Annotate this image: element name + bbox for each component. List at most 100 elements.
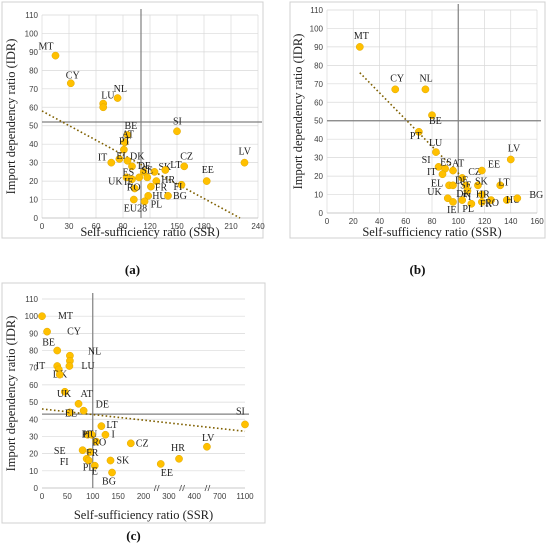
y-tick-label: 40	[314, 135, 323, 144]
point-label: EE	[161, 468, 173, 479]
data-point	[474, 181, 482, 190]
point-label: FR	[86, 448, 99, 459]
x-tick-label: 1100	[236, 492, 254, 501]
panel-frame	[289, 1, 546, 239]
data-point	[432, 148, 440, 156]
panel-label: (b)	[410, 262, 426, 277]
data-point	[87, 430, 96, 439]
data-point	[496, 181, 505, 190]
point-label: DE	[455, 175, 468, 186]
point-label: DE	[96, 400, 109, 411]
point-label: IT	[98, 153, 107, 164]
data-point	[139, 168, 148, 176]
data-point	[147, 182, 155, 191]
point-label: MT	[58, 311, 73, 322]
panel-label: (a)	[125, 262, 140, 277]
y-tick-label: 100	[25, 312, 39, 321]
data-point	[449, 166, 457, 175]
point-label: AT	[81, 389, 93, 400]
data-point	[449, 198, 457, 206]
point-label: SE	[141, 165, 153, 176]
y-axis-title: Import dependency ratio (IDR)	[291, 34, 305, 190]
data-point	[90, 461, 99, 470]
y-tick-label: 30	[314, 154, 323, 163]
data-point	[478, 198, 486, 206]
y-tick-label: 50	[29, 122, 38, 131]
x-tick-label: 240	[251, 222, 265, 231]
point-label: CZ	[468, 167, 481, 178]
point-label: UK	[427, 187, 442, 198]
point-label: BE	[429, 116, 442, 127]
data-point	[173, 127, 181, 136]
point-label: FR	[155, 183, 168, 194]
point-label: DK	[130, 151, 145, 162]
x-tick-label: 300	[162, 492, 176, 501]
point-label: LU	[101, 91, 115, 102]
data-point	[421, 85, 430, 94]
panel-2: 0 10 20 30 40 50 60 70 80 90 100 110 0 20 40 60 80 100 120…	[289, 1, 546, 277]
data-point	[128, 162, 136, 171]
y-tick-label: 80	[314, 61, 323, 70]
data-point	[458, 174, 467, 182]
x-tick-label: 180	[197, 222, 211, 231]
point-label: E	[92, 467, 98, 478]
point-label: FI	[462, 192, 471, 203]
point-label: ES	[123, 167, 135, 178]
data-point	[391, 85, 400, 94]
x-tick-label: 30	[65, 222, 74, 231]
data-point	[175, 454, 183, 463]
y-tick-label: 10	[29, 196, 38, 205]
point-label: ES	[440, 158, 452, 169]
data-point	[487, 196, 495, 204]
panel-label: (c)	[126, 528, 140, 543]
y-tick-label: 40	[29, 140, 38, 149]
trend-line	[359, 72, 466, 181]
y-tick-label: 80	[29, 66, 38, 75]
point-label: IE	[124, 177, 133, 188]
y-axis-title: Import dependency ratio (IDR)	[4, 39, 18, 195]
point-label: BG	[102, 477, 116, 488]
point-label: CZ	[136, 438, 149, 449]
data-point	[135, 173, 144, 182]
point-label: EL	[116, 151, 128, 162]
y-tick-label: 90	[314, 43, 323, 52]
point-label: PL	[462, 204, 474, 215]
data-point	[113, 94, 122, 102]
point-label: HR	[161, 175, 175, 186]
point-label: HR	[171, 443, 185, 454]
point-label: FR	[480, 199, 493, 210]
y-tick-label: 110	[310, 6, 323, 15]
y-tick-label: 110	[25, 295, 38, 304]
data-point	[180, 162, 189, 171]
point-label: DE	[138, 161, 151, 172]
x-tick-label: 60	[401, 217, 410, 226]
data-point	[86, 448, 95, 456]
data-point	[415, 127, 423, 136]
data-point	[502, 196, 511, 204]
data-point	[101, 430, 110, 439]
y-tick-label: 0	[34, 484, 39, 493]
data-point	[128, 175, 136, 184]
y-tick-label: 20	[314, 172, 323, 181]
point-label: EE	[488, 160, 500, 171]
point-label: SI	[173, 116, 182, 127]
panel-frame	[1, 282, 266, 524]
data-point	[123, 131, 132, 139]
y-tick-label: 90	[29, 48, 38, 57]
x-tick-label: 0	[40, 222, 45, 231]
x-tick-label: 50	[63, 492, 72, 501]
x-tick-label: 200	[137, 492, 151, 501]
data-point	[38, 312, 46, 321]
y-tick-label: 70	[314, 80, 323, 89]
x-tick-label: 120	[478, 217, 492, 226]
point-label: AT	[452, 159, 464, 170]
data-point	[78, 446, 87, 455]
point-label: HU	[152, 191, 167, 202]
point-label: LT	[106, 420, 117, 431]
point-label: LT	[170, 160, 181, 171]
data-point	[463, 187, 472, 195]
data-point	[449, 181, 457, 190]
x-tick-label: 400	[188, 492, 202, 501]
point-label: UK	[57, 389, 72, 400]
